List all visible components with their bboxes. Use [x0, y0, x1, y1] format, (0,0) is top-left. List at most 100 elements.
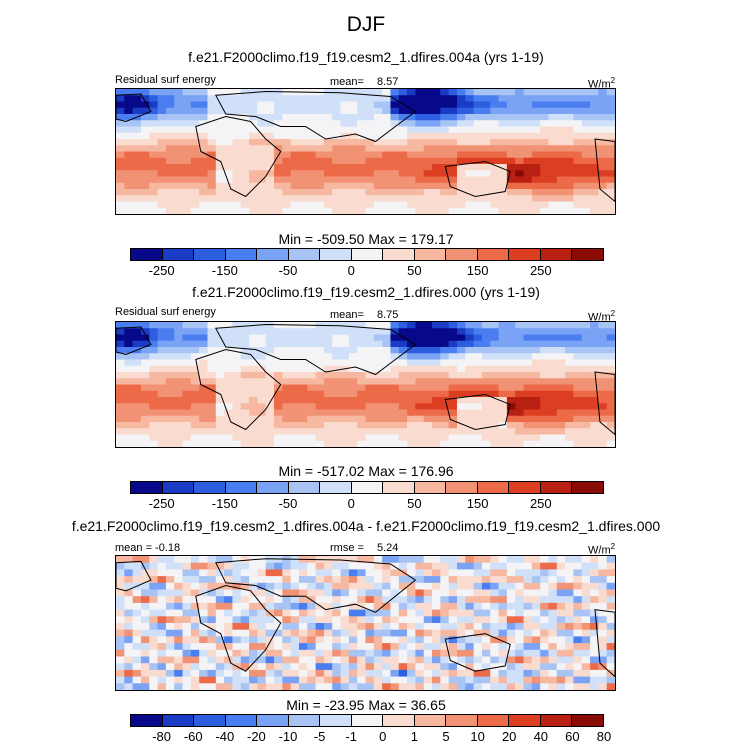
map-cell — [481, 569, 491, 577]
map-cell — [340, 582, 350, 591]
map-cell — [157, 101, 167, 109]
map-cell — [423, 415, 433, 423]
map-cell — [415, 415, 425, 423]
map-cell — [149, 384, 159, 392]
map-cell — [565, 629, 575, 637]
map-cell — [523, 616, 533, 624]
map-cell — [423, 328, 433, 336]
map-cell — [165, 365, 175, 373]
map-cell — [590, 365, 599, 373]
map-cell — [174, 322, 184, 329]
map-cell — [249, 365, 258, 373]
map-cell — [440, 107, 450, 115]
map-cell — [456, 428, 466, 436]
map-cell — [556, 623, 566, 631]
map-cell — [382, 602, 392, 611]
map-cell — [573, 170, 583, 178]
map-cell — [323, 623, 333, 631]
map-cell — [140, 656, 150, 664]
map-cell — [523, 384, 533, 392]
map-cell — [116, 397, 125, 404]
map-cell — [540, 145, 550, 153]
map-cell — [116, 189, 125, 196]
map-cell — [215, 182, 225, 190]
map-cell — [382, 372, 392, 379]
map-cell — [515, 623, 525, 631]
map-cell — [523, 132, 533, 140]
map-cell — [440, 616, 450, 624]
map-cell — [415, 182, 425, 190]
map-cell — [323, 656, 333, 664]
map-cell — [157, 340, 167, 348]
map-cell — [323, 629, 333, 637]
colorbar-tick-label: -40 — [215, 729, 235, 744]
map-cell — [265, 669, 275, 678]
map-cell — [140, 195, 150, 203]
map-cell — [340, 170, 350, 178]
map-cell — [382, 676, 392, 684]
map-cell — [465, 428, 475, 436]
map-cell — [249, 676, 258, 684]
map-cell — [498, 340, 508, 348]
map-cell — [432, 328, 441, 336]
map-cell — [415, 616, 425, 624]
map-cell — [357, 616, 367, 624]
map-cell — [531, 669, 541, 678]
map-cell — [490, 656, 500, 664]
map-cell — [182, 164, 192, 171]
map-cell — [465, 683, 475, 690]
map-cell — [116, 589, 125, 597]
colorbar-swatch — [257, 249, 289, 260]
map-cell — [390, 132, 400, 140]
map-cell — [515, 334, 525, 342]
map-cell — [373, 623, 383, 631]
map-cell — [490, 403, 500, 411]
map-cell — [298, 359, 308, 367]
map-cell — [581, 176, 591, 184]
map-cell — [298, 189, 308, 196]
map-cell — [398, 120, 408, 128]
map-cell — [606, 589, 615, 597]
map-cell — [531, 422, 541, 429]
map-cell — [132, 145, 142, 153]
map-cell — [448, 422, 458, 429]
map-cell — [498, 353, 508, 361]
map-cell — [199, 428, 209, 436]
map-cell — [290, 397, 300, 404]
map-cell — [382, 422, 392, 429]
map-cell — [274, 176, 283, 184]
map-cell — [240, 89, 250, 96]
map-cell — [190, 390, 200, 398]
map-cell — [240, 347, 250, 354]
map-cell — [398, 582, 408, 591]
map-cell — [315, 422, 325, 429]
panel-3-map — [115, 555, 616, 691]
map-cell — [157, 569, 167, 577]
map-cell — [373, 582, 383, 591]
map-cell — [157, 328, 167, 336]
map-cell — [323, 602, 333, 611]
map-cell — [415, 576, 425, 584]
colorbar-swatch — [288, 715, 321, 726]
map-cell — [490, 164, 500, 171]
map-cell — [565, 602, 575, 611]
map-cell — [165, 403, 175, 411]
map-cell — [124, 207, 134, 214]
map-cell — [240, 409, 250, 417]
map-cell — [456, 126, 466, 134]
map-cell — [116, 616, 125, 624]
map-cell — [182, 347, 192, 354]
map-cell — [423, 340, 433, 348]
map-cell — [182, 676, 192, 684]
map-cell — [540, 390, 550, 398]
map-cell — [515, 616, 525, 624]
map-cell — [215, 623, 225, 631]
map-cell — [348, 151, 358, 159]
map-cell — [407, 623, 416, 631]
map-cell — [132, 328, 142, 336]
map-cell — [232, 616, 242, 624]
map-cell — [573, 384, 583, 392]
map-cell — [265, 562, 275, 570]
map-cell — [556, 170, 566, 178]
coastline — [594, 609, 615, 678]
